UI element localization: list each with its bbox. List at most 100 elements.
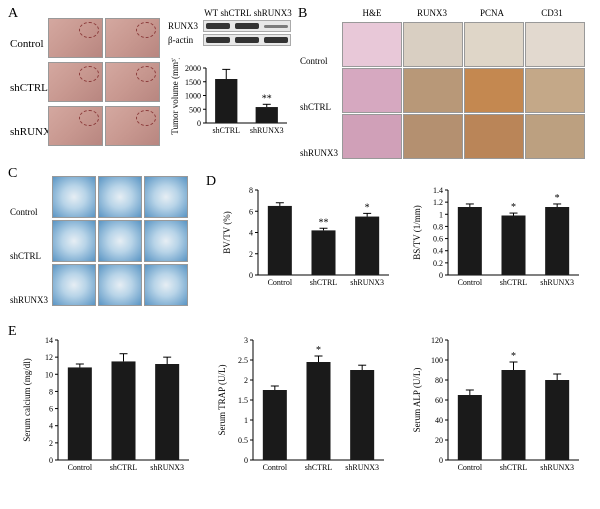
row-label: shRUNX3 [10, 278, 48, 322]
svg-text:BS/TV (1/mm): BS/TV (1/mm) [412, 205, 422, 260]
ihc-image [342, 68, 402, 113]
ihc-image [342, 22, 402, 67]
mouse-image [48, 106, 103, 146]
mouse-image [105, 106, 160, 146]
ct-image [98, 264, 142, 306]
panel-e-label: E [8, 324, 17, 340]
ihc-row-labels: Control shCTRL shRUNX3 [300, 38, 338, 176]
ct-grid [52, 176, 190, 308]
svg-text:0: 0 [439, 271, 443, 280]
ihc-image [464, 114, 524, 159]
svg-text:3: 3 [244, 336, 248, 345]
svg-text:Control: Control [263, 463, 288, 472]
svg-text:1.5: 1.5 [238, 396, 248, 405]
wb-protein: β-actin [168, 35, 203, 45]
svg-text:0: 0 [249, 271, 253, 280]
mouse-image [48, 18, 103, 58]
svg-text:2000: 2000 [185, 64, 201, 73]
svg-text:6: 6 [249, 207, 253, 216]
svg-text:120: 120 [431, 336, 443, 345]
serum-alp-chart: 020406080100120Serum ALP (U/L)Control*sh… [410, 330, 585, 490]
svg-text:shCTRL: shCTRL [212, 126, 240, 135]
svg-text:2: 2 [49, 439, 53, 448]
col-label: RUNX3 [402, 8, 462, 18]
mouse-image [48, 62, 103, 102]
wb-lane: shCTRL [220, 8, 251, 18]
row-label: shCTRL [300, 84, 338, 130]
ihc-image [525, 114, 585, 159]
svg-text:BV/TV (%): BV/TV (%) [222, 211, 232, 254]
ihc-headers: H&E RUNX3 PCNA CD31 [342, 8, 582, 18]
svg-text:6: 6 [49, 405, 53, 414]
svg-text:shRUNX3: shRUNX3 [540, 278, 574, 287]
wb-protein: RUNX3 [168, 21, 203, 31]
row-label: shCTRL [10, 234, 48, 278]
ihc-image [403, 68, 463, 113]
western-blot: WT shCTRL shRUNX3 RUNX3 β-actin [168, 8, 293, 48]
svg-text:4: 4 [249, 229, 253, 238]
ihc-image [464, 22, 524, 67]
svg-text:shCTRL: shCTRL [310, 278, 338, 287]
svg-text:0: 0 [439, 456, 443, 465]
ihc-grid [342, 22, 586, 160]
panel-c: C Control shCTRL shRUNX3 [10, 172, 200, 317]
row-label: shRUNX3 [300, 130, 338, 176]
ct-image [98, 176, 142, 218]
svg-text:Control: Control [458, 278, 483, 287]
svg-text:0: 0 [197, 119, 201, 128]
svg-text:shCTRL: shCTRL [305, 463, 333, 472]
ct-image [52, 176, 96, 218]
svg-text:*: * [365, 202, 370, 213]
bstv-chart: 00.20.40.60.811.21.4BS/TV (1/mm)Control*… [410, 180, 585, 305]
col-label: PCNA [462, 8, 522, 18]
svg-text:0.8: 0.8 [433, 222, 443, 231]
svg-text:0: 0 [244, 456, 248, 465]
svg-text:4: 4 [49, 422, 53, 431]
mouse-image [105, 62, 160, 102]
ct-image [144, 176, 188, 218]
col-label: H&E [342, 8, 402, 18]
svg-text:Serum ALP (U/L): Serum ALP (U/L) [412, 368, 422, 433]
serum-calcium-chart: 02468101214Serum calcium (mg/dl)Controls… [20, 330, 195, 490]
svg-text:0.2: 0.2 [433, 259, 443, 268]
ct-image [144, 220, 188, 262]
svg-text:Control: Control [458, 463, 483, 472]
svg-text:0.5: 0.5 [238, 436, 248, 445]
svg-text:80: 80 [435, 376, 443, 385]
svg-text:shRUNX3: shRUNX3 [345, 463, 379, 472]
panel-a-label: A [8, 6, 18, 22]
mice-grid [48, 16, 163, 148]
svg-text:1.4: 1.4 [433, 186, 443, 195]
svg-text:shRUNX3: shRUNX3 [250, 126, 284, 135]
svg-text:2: 2 [244, 376, 248, 385]
svg-text:*: * [511, 202, 516, 213]
svg-text:**: ** [319, 217, 329, 228]
svg-text:14: 14 [45, 336, 53, 345]
svg-text:0.4: 0.4 [433, 247, 443, 256]
svg-text:20: 20 [435, 436, 443, 445]
panel-e: E 02468101214Serum calcium (mg/dl)Contro… [10, 330, 595, 500]
svg-text:Control: Control [268, 278, 293, 287]
row-label: Control [10, 190, 48, 234]
svg-text:1.2: 1.2 [433, 198, 443, 207]
svg-text:2: 2 [249, 250, 253, 259]
ct-image [144, 264, 188, 306]
svg-text:shCTRL: shCTRL [110, 463, 138, 472]
row-label: Control [300, 38, 338, 84]
svg-text:10: 10 [45, 370, 53, 379]
panel-d-label: D [206, 174, 216, 190]
ihc-image [525, 68, 585, 113]
svg-text:**: ** [262, 93, 272, 104]
svg-text:0: 0 [49, 456, 53, 465]
svg-text:1: 1 [439, 210, 443, 219]
panel-b: B H&E RUNX3 PCNA CD31 Control shCTRL shR… [300, 8, 595, 168]
ct-row-labels: Control shCTRL shRUNX3 [10, 190, 48, 322]
svg-text:40: 40 [435, 416, 443, 425]
ct-image [52, 220, 96, 262]
ihc-image [525, 22, 585, 67]
panel-d: D 02468BV/TV (%)Control**shCTRL*shRUNX3 … [210, 180, 595, 310]
svg-text:Serum calcium (mg/dl): Serum calcium (mg/dl) [22, 358, 32, 441]
serum-trap-chart: 00.511.522.53Serum TRAP (U/L)Control*shC… [215, 330, 390, 490]
svg-text:8: 8 [49, 387, 53, 396]
svg-text:1: 1 [244, 416, 248, 425]
